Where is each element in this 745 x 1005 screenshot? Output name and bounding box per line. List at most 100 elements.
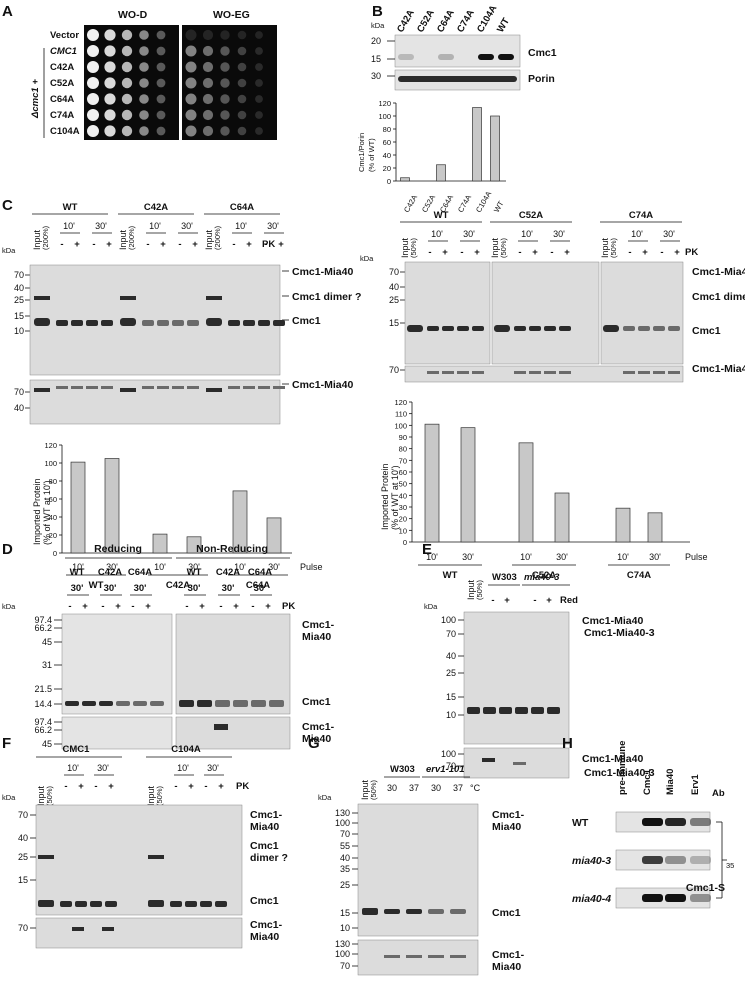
mw-mark: 100 (441, 615, 456, 625)
nonreducing-band (269, 700, 284, 707)
panel-c-left-chart: 0 20 40 60 80 100 120 10' 30' 10' 30' 10' 30' Pulse WT… (32, 441, 323, 591)
band-label: Cmc1 (692, 325, 721, 337)
spot-wod (104, 77, 116, 89)
import-band (101, 320, 113, 326)
band-label: Mia40 (302, 733, 331, 745)
import-band (638, 326, 650, 331)
panel-letter-g: G (308, 735, 320, 752)
panel-b-cmc1-band (438, 54, 454, 60)
time-label: 30' (188, 583, 201, 594)
y-tick-label: 0 (387, 177, 391, 186)
group-label: C104A (171, 744, 201, 755)
band-label: Cmc1-Mia40 (692, 266, 745, 278)
panel-a-row-label: C74A (50, 110, 74, 121)
mia40-band (406, 955, 422, 958)
time-label: 10' (631, 229, 643, 239)
panel-a-plate-woeg (182, 25, 277, 140)
pk-plus: + (474, 247, 480, 258)
spot-wod (139, 62, 149, 72)
condition-label: Non-Reducing (196, 543, 268, 555)
panel-c-right-chart: 0 10 20 30 40 50 60 70 80 90 100 110 120 10' 30' 10' 30'… (380, 398, 708, 581)
panel-letter-h: H (562, 735, 573, 752)
time-label: 30' (267, 221, 279, 231)
panel-b-porin-band (398, 76, 517, 82)
spot-wod (104, 61, 116, 73)
panel-a-row-labels: Vector CMC1 C42A C52A C64A C74A C104A (50, 30, 80, 137)
import-band (529, 326, 541, 331)
x-tick-label: 30' (188, 562, 200, 572)
pk-minus: - (185, 601, 188, 612)
input-band (206, 318, 222, 326)
bar (186, 536, 202, 554)
y-tick-label: 100 (394, 421, 407, 430)
input-pct: (50%) (499, 237, 508, 258)
band-label: Mia40 (302, 631, 331, 643)
pk-plus: + (674, 247, 680, 258)
spot-wod (87, 45, 99, 57)
time-label: 30' (222, 583, 235, 594)
spot-wod (121, 29, 133, 41)
spot-wod (87, 109, 99, 121)
y-tick-label: 80 (399, 445, 407, 454)
band-label: Cmc1- (492, 949, 525, 961)
mw-mark: 45 (42, 739, 52, 749)
panel-letter-e: E (422, 541, 432, 558)
spot-woeg (255, 31, 263, 39)
panel-e-band (467, 707, 480, 714)
spot-wod (121, 109, 133, 121)
input-pct: (50%) (609, 237, 618, 258)
import-band (185, 901, 197, 907)
bar (424, 423, 440, 543)
import-band (442, 326, 454, 331)
mw-mark: 66.2 (34, 623, 52, 633)
pk-plus: + (233, 601, 239, 612)
pk-minus: - (68, 601, 71, 612)
input-dimer-band (148, 855, 164, 859)
spot-woeg (202, 29, 214, 41)
mw-mark: 25 (389, 295, 399, 305)
spot-woeg (185, 125, 197, 137)
group-label: WT (63, 202, 78, 213)
band-label: Mia40 (250, 931, 279, 943)
band-label: dimer ? (250, 852, 288, 864)
y-tick-label: 40 (383, 151, 391, 160)
spot-woeg (237, 62, 247, 72)
reducing-blot (61, 613, 173, 715)
band-label: Cmc1-Mia40 (582, 615, 643, 627)
time-label: 30' (71, 583, 84, 594)
x-tick-label: 30' (106, 562, 118, 572)
spot-woeg (202, 93, 214, 105)
band-label: Cmc1- (302, 619, 335, 631)
mw-mark: 15 (340, 908, 350, 918)
time-label: 30' (97, 763, 109, 773)
y-axis-label: Cmc1/Porin (357, 133, 366, 172)
panel-e-band (483, 707, 496, 714)
import-band (105, 901, 117, 907)
pk-plus: + (218, 781, 224, 792)
pk-plus: + (246, 239, 252, 250)
x-tick-label: C42A (402, 193, 419, 214)
nonreducing-band (179, 700, 194, 707)
lane-label: Cmc1 (642, 768, 653, 795)
input-band (407, 325, 423, 332)
pk-plus: + (74, 239, 80, 250)
mw-mark: 100 (335, 818, 350, 828)
mia40-band (384, 955, 400, 958)
x-tick-label: 10' (234, 562, 246, 572)
y-tick-label: 120 (44, 441, 57, 450)
spot-wod (121, 125, 133, 137)
import-band (457, 326, 469, 331)
import-band (90, 901, 102, 907)
band-label: Cmc1- (302, 721, 335, 733)
input-pct: (50%) (45, 785, 54, 806)
y-tick-label: 20 (383, 164, 391, 173)
spot-woeg (255, 47, 263, 55)
pk-minus: - (251, 601, 254, 612)
mia40-band (482, 758, 495, 762)
panel-h: pre-immune Cmc1 Mia40 Erv1 Ab WT mia40-3 mia40-… (572, 741, 734, 909)
ip-band (642, 894, 663, 902)
spot-woeg (202, 109, 214, 121)
panel-c-right-blot-2 (491, 261, 600, 365)
import-band (157, 320, 169, 326)
